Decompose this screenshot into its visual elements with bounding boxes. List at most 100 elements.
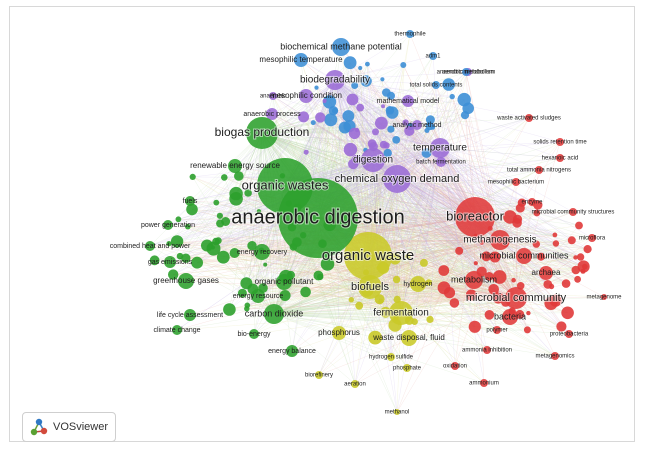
term-node[interactable] bbox=[314, 85, 319, 90]
term-node-energy-resource[interactable] bbox=[251, 289, 265, 303]
term-node-microbial-community-structures[interactable] bbox=[569, 208, 577, 216]
term-node-organic-waste[interactable] bbox=[344, 232, 392, 280]
term-node-bacteria[interactable] bbox=[502, 309, 518, 325]
term-node-biofuels[interactable] bbox=[358, 275, 382, 299]
term-node-power-generation[interactable] bbox=[163, 220, 173, 230]
term-node[interactable] bbox=[449, 93, 455, 100]
term-node[interactable] bbox=[561, 306, 574, 320]
term-node[interactable] bbox=[455, 246, 464, 255]
term-node[interactable] bbox=[561, 279, 571, 288]
term-node[interactable] bbox=[383, 148, 392, 158]
term-node-methanogenesis[interactable] bbox=[490, 230, 510, 250]
term-node-waste-disposal-fluid[interactable] bbox=[401, 330, 417, 346]
term-node-thermophile[interactable] bbox=[406, 30, 414, 38]
term-node[interactable] bbox=[244, 306, 250, 312]
term-node-total-solids-contents[interactable] bbox=[432, 81, 440, 89]
term-node-biochemical-methane-potential[interactable] bbox=[332, 38, 350, 56]
term-node[interactable] bbox=[402, 119, 409, 126]
term-node[interactable] bbox=[548, 283, 555, 290]
term-node[interactable] bbox=[380, 77, 385, 82]
term-node-biodegradability[interactable] bbox=[325, 70, 345, 90]
term-node[interactable] bbox=[342, 110, 355, 122]
term-node[interactable] bbox=[468, 320, 481, 333]
term-node[interactable] bbox=[375, 116, 388, 130]
term-node[interactable] bbox=[256, 209, 262, 214]
term-node-mesophilic-condition[interactable] bbox=[299, 89, 313, 103]
term-node[interactable] bbox=[385, 106, 395, 115]
term-node[interactable] bbox=[300, 286, 311, 298]
term-node[interactable] bbox=[356, 103, 365, 112]
term-node[interactable] bbox=[580, 268, 586, 274]
term-node[interactable] bbox=[533, 209, 541, 217]
term-node-microbial-communities[interactable] bbox=[516, 248, 532, 264]
term-node-metabolism[interactable] bbox=[465, 271, 483, 289]
term-node[interactable] bbox=[368, 330, 383, 345]
term-node[interactable] bbox=[372, 128, 379, 136]
term-node-digestion[interactable] bbox=[361, 148, 385, 172]
term-node-anaerobic-digestion[interactable] bbox=[278, 178, 358, 258]
term-node[interactable] bbox=[552, 232, 558, 238]
term-node[interactable] bbox=[511, 277, 516, 283]
term-node[interactable] bbox=[465, 289, 477, 301]
term-node[interactable] bbox=[343, 56, 357, 70]
term-node-carbon-dioxide[interactable] bbox=[264, 304, 284, 324]
term-node-solids-retention-time[interactable] bbox=[556, 138, 564, 146]
term-node[interactable] bbox=[517, 198, 527, 207]
term-node-enzyme[interactable] bbox=[528, 198, 536, 206]
term-node[interactable] bbox=[279, 290, 291, 301]
term-node[interactable] bbox=[479, 239, 485, 245]
term-node[interactable] bbox=[492, 270, 507, 284]
vosviewer-badge[interactable]: VOSviewer bbox=[22, 412, 116, 442]
term-node[interactable] bbox=[438, 265, 450, 276]
term-node[interactable] bbox=[298, 111, 310, 123]
term-node-temperature[interactable] bbox=[430, 138, 450, 158]
term-node[interactable] bbox=[389, 253, 401, 265]
term-node[interactable] bbox=[512, 214, 523, 224]
term-node[interactable] bbox=[346, 93, 359, 106]
term-node[interactable] bbox=[240, 277, 253, 290]
term-node[interactable] bbox=[532, 240, 540, 248]
term-node[interactable] bbox=[216, 219, 225, 228]
term-node[interactable] bbox=[365, 61, 370, 67]
term-node[interactable] bbox=[355, 127, 360, 133]
term-node[interactable] bbox=[223, 303, 236, 316]
term-node[interactable] bbox=[221, 174, 228, 181]
term-node[interactable] bbox=[556, 321, 567, 332]
term-node[interactable] bbox=[201, 239, 213, 252]
term-node[interactable] bbox=[392, 275, 401, 284]
term-node[interactable] bbox=[244, 189, 252, 197]
term-node[interactable] bbox=[170, 235, 184, 248]
term-node-hydrogen[interactable] bbox=[410, 276, 426, 292]
term-node-organic-pollutant[interactable] bbox=[276, 274, 292, 290]
term-node[interactable] bbox=[484, 272, 494, 281]
term-node[interactable] bbox=[523, 326, 531, 334]
term-node-analytic-method[interactable] bbox=[412, 120, 422, 130]
term-node[interactable] bbox=[583, 245, 592, 254]
term-node[interactable] bbox=[567, 236, 576, 245]
term-node[interactable] bbox=[213, 199, 220, 206]
term-node-mesophilic-bacterium[interactable] bbox=[512, 178, 520, 186]
term-node-fermentation[interactable] bbox=[389, 301, 413, 325]
term-node[interactable] bbox=[424, 128, 430, 133]
term-node-greenhouse-gases[interactable] bbox=[178, 273, 194, 289]
term-node[interactable] bbox=[421, 148, 432, 158]
term-node[interactable] bbox=[328, 106, 339, 116]
term-node[interactable] bbox=[315, 112, 326, 123]
term-node[interactable] bbox=[419, 258, 428, 267]
term-node[interactable] bbox=[186, 203, 198, 216]
term-node[interactable] bbox=[430, 125, 436, 130]
term-node[interactable] bbox=[488, 284, 500, 295]
term-node[interactable] bbox=[526, 310, 531, 316]
term-node[interactable] bbox=[387, 125, 395, 133]
term-node[interactable] bbox=[216, 250, 230, 264]
term-node[interactable] bbox=[317, 273, 324, 281]
term-node[interactable] bbox=[360, 75, 372, 87]
term-node-biorefinery[interactable] bbox=[315, 371, 323, 379]
term-node[interactable] bbox=[443, 287, 456, 299]
term-node[interactable] bbox=[481, 251, 492, 262]
term-node[interactable] bbox=[405, 253, 411, 259]
term-node-archaea[interactable] bbox=[539, 266, 553, 280]
term-node[interactable] bbox=[234, 171, 244, 181]
term-node[interactable] bbox=[358, 65, 363, 71]
term-node[interactable] bbox=[392, 136, 401, 144]
